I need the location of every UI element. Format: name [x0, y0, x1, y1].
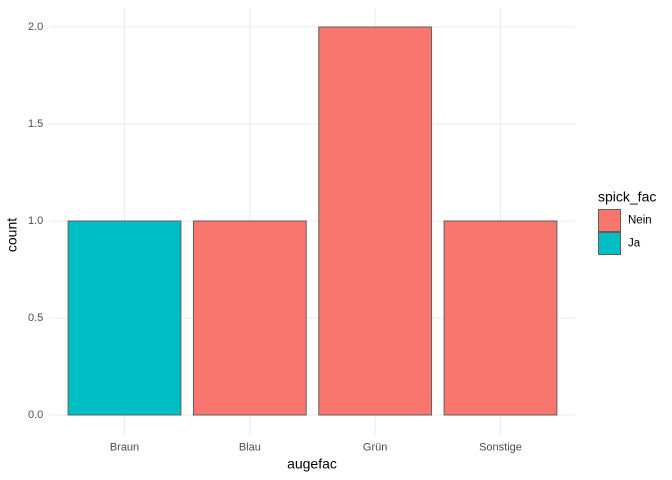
y-tick-label: 0.5 — [28, 312, 43, 324]
x-tick-label: Blau — [239, 441, 261, 453]
legend-title: spick_fac — [598, 189, 656, 205]
bar — [67, 220, 182, 416]
y-tick-label: 0.0 — [28, 409, 43, 421]
legend-label: Ja — [628, 238, 641, 250]
y-tick-label: 1.5 — [28, 118, 43, 130]
bar — [318, 26, 433, 416]
legend-key — [598, 209, 621, 232]
x-tick-label: Grün — [363, 441, 387, 453]
x-tick-label: Braun — [110, 441, 139, 453]
legend-label: Nein — [628, 215, 652, 227]
bar — [192, 220, 307, 416]
x-axis-title: augefac — [287, 456, 337, 472]
bar — [443, 220, 558, 416]
legend-key — [598, 232, 621, 255]
y-axis-title: count — [4, 218, 20, 252]
y-tick-label: 1.0 — [28, 215, 43, 227]
x-tick-label: Sonstige — [479, 441, 522, 453]
y-tick-label: 2.0 — [28, 21, 43, 33]
